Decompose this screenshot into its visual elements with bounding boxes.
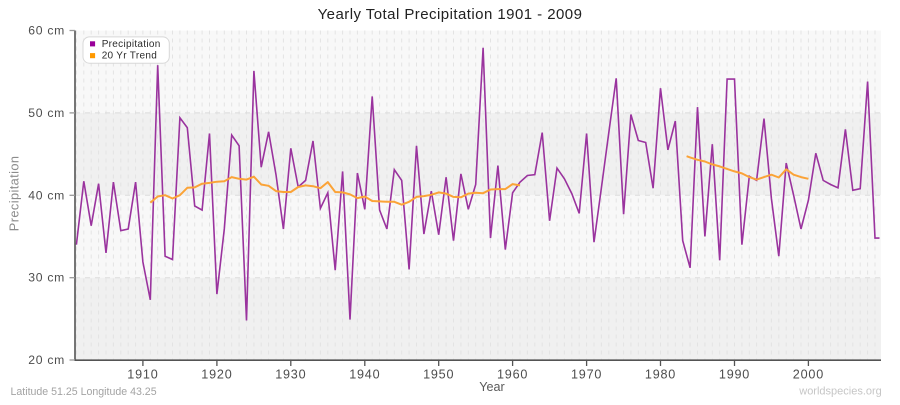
svg-text:worldspecies.org: worldspecies.org	[798, 386, 882, 398]
svg-text:50 cm: 50 cm	[28, 106, 65, 120]
svg-text:Precipitation: Precipitation	[102, 39, 161, 50]
svg-text:40 cm: 40 cm	[28, 188, 65, 202]
svg-text:20 cm: 20 cm	[28, 353, 65, 367]
svg-text:30 cm: 30 cm	[28, 271, 65, 285]
svg-text:Year: Year	[479, 380, 504, 394]
svg-text:1910: 1910	[127, 368, 158, 382]
svg-text:60 cm: 60 cm	[28, 24, 65, 38]
svg-text:1990: 1990	[719, 368, 750, 382]
svg-text:1940: 1940	[349, 368, 380, 382]
svg-text:1920: 1920	[201, 368, 232, 382]
svg-text:1980: 1980	[645, 368, 676, 382]
svg-text:20 Yr Trend: 20 Yr Trend	[102, 51, 157, 62]
svg-text:1930: 1930	[275, 368, 306, 382]
svg-text:Yearly Total Precipitation 190: Yearly Total Precipitation 1901 - 2009	[318, 6, 583, 23]
svg-text:1960: 1960	[497, 368, 528, 382]
svg-text:1950: 1950	[423, 368, 454, 382]
svg-text:Precipitation: Precipitation	[7, 156, 22, 232]
svg-text:Latitude 51.25 Longitude 43.25: Latitude 51.25 Longitude 43.25	[11, 386, 157, 398]
svg-text:1970: 1970	[571, 368, 602, 382]
svg-text:2000: 2000	[793, 368, 824, 382]
